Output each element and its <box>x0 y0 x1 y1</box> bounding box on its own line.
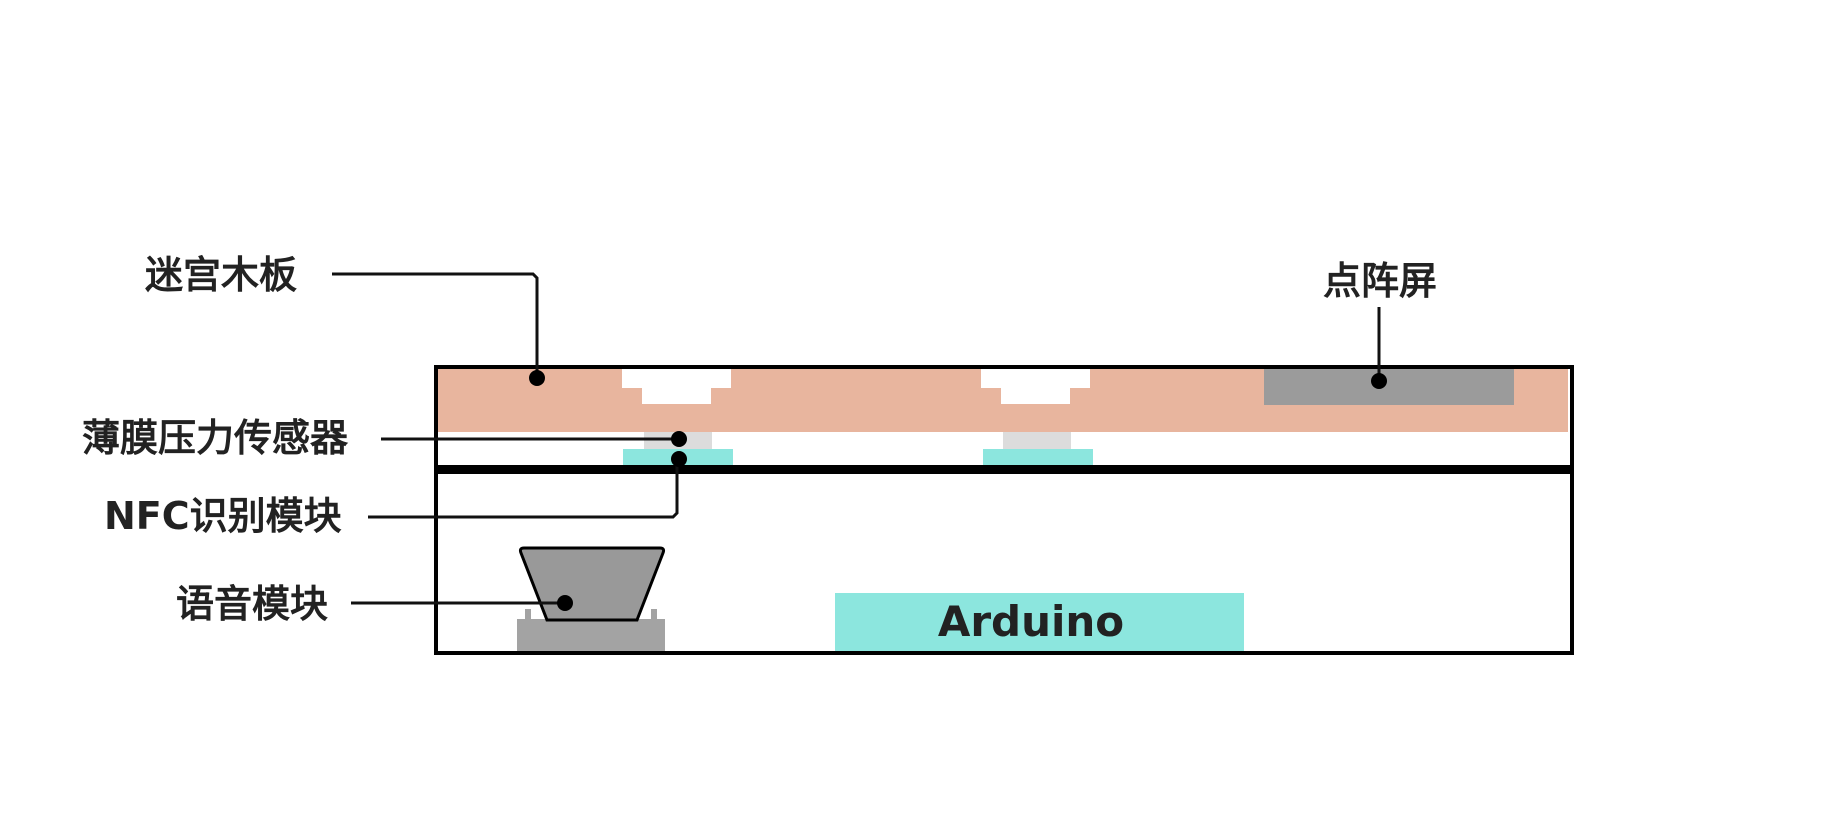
dot-pressure-sensor <box>671 431 687 447</box>
speaker-base <box>517 619 665 652</box>
board-pocket-left <box>622 367 731 404</box>
speaker-pin-left <box>525 609 531 621</box>
dot-matrix-display <box>1264 367 1514 405</box>
label-dot-matrix: 点阵屏 <box>1323 259 1437 303</box>
dot-maze-board <box>529 370 545 386</box>
enclosure-outline <box>434 365 1574 655</box>
label-maze-board: 迷宫木板 <box>145 253 297 297</box>
dot-dot-matrix <box>1371 373 1387 389</box>
speaker-icon <box>518 546 666 622</box>
speaker-pin-right <box>651 609 657 621</box>
pressure-sensor-right <box>1003 432 1071 449</box>
leader-nfc-module <box>368 459 679 519</box>
label-pressure-sensor: 薄膜压力传感器 <box>82 416 349 460</box>
leader-maze-board <box>332 272 539 377</box>
arduino-label: Arduino <box>938 597 1124 646</box>
dot-nfc-module <box>671 451 687 467</box>
board-pocket-right <box>981 367 1090 404</box>
dot-voice-module <box>557 595 573 611</box>
label-voice-module: 语音模块 <box>176 582 328 626</box>
label-nfc-module: NFC识别模块 <box>104 494 342 538</box>
divider-plate <box>436 465 1572 474</box>
nfc-module-right <box>983 449 1093 465</box>
arduino-board <box>835 593 1244 651</box>
